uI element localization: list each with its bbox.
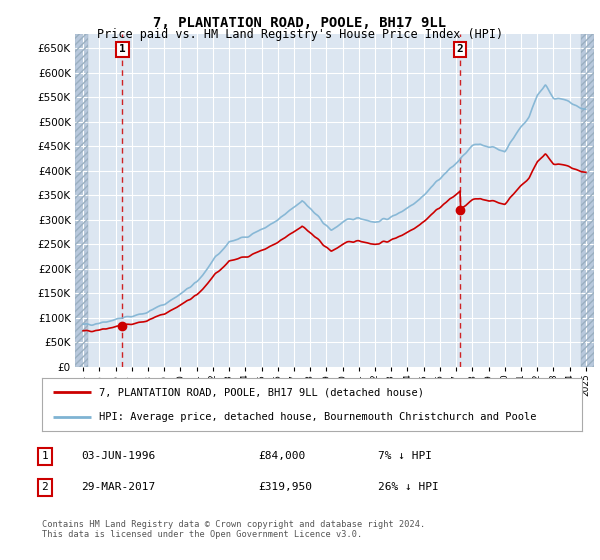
Text: 7% ↓ HPI: 7% ↓ HPI [378, 451, 432, 461]
Text: 2: 2 [457, 44, 464, 54]
Bar [75, 34, 88, 367]
Text: 1: 1 [119, 44, 126, 54]
Text: 2: 2 [41, 482, 49, 492]
Text: 7, PLANTATION ROAD, POOLE, BH17 9LL: 7, PLANTATION ROAD, POOLE, BH17 9LL [154, 16, 446, 30]
Text: £319,950: £319,950 [258, 482, 312, 492]
Text: 29-MAR-2017: 29-MAR-2017 [81, 482, 155, 492]
Text: 1: 1 [41, 451, 49, 461]
Bar [75, 34, 88, 367]
Text: £84,000: £84,000 [258, 451, 305, 461]
Text: 26% ↓ HPI: 26% ↓ HPI [378, 482, 439, 492]
Text: Price paid vs. HM Land Registry's House Price Index (HPI): Price paid vs. HM Land Registry's House … [97, 28, 503, 41]
Text: 03-JUN-1996: 03-JUN-1996 [81, 451, 155, 461]
Bar [581, 34, 594, 367]
Text: 7, PLANTATION ROAD, POOLE, BH17 9LL (detached house): 7, PLANTATION ROAD, POOLE, BH17 9LL (det… [98, 388, 424, 398]
Text: Contains HM Land Registry data © Crown copyright and database right 2024.
This d: Contains HM Land Registry data © Crown c… [42, 520, 425, 539]
Text: HPI: Average price, detached house, Bournemouth Christchurch and Poole: HPI: Average price, detached house, Bour… [98, 412, 536, 422]
Bar [581, 34, 594, 367]
